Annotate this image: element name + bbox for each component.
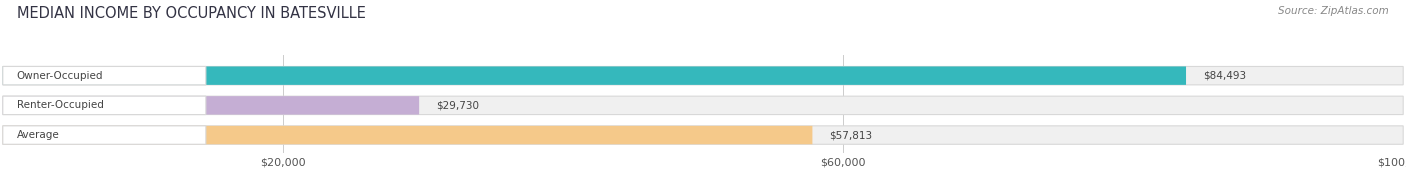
Text: Source: ZipAtlas.com: Source: ZipAtlas.com [1278, 6, 1389, 16]
FancyBboxPatch shape [3, 96, 419, 115]
FancyBboxPatch shape [3, 96, 205, 115]
FancyBboxPatch shape [3, 66, 205, 85]
Text: $57,813: $57,813 [830, 130, 872, 140]
FancyBboxPatch shape [3, 126, 813, 144]
Text: Average: Average [17, 130, 59, 140]
Text: $29,730: $29,730 [436, 100, 479, 110]
Text: $84,493: $84,493 [1204, 71, 1246, 81]
FancyBboxPatch shape [3, 126, 1403, 144]
Text: Renter-Occupied: Renter-Occupied [17, 100, 104, 110]
FancyBboxPatch shape [3, 96, 1403, 115]
FancyBboxPatch shape [3, 66, 1187, 85]
Text: MEDIAN INCOME BY OCCUPANCY IN BATESVILLE: MEDIAN INCOME BY OCCUPANCY IN BATESVILLE [17, 6, 366, 21]
Text: Owner-Occupied: Owner-Occupied [17, 71, 103, 81]
FancyBboxPatch shape [3, 126, 205, 144]
FancyBboxPatch shape [3, 66, 1403, 85]
